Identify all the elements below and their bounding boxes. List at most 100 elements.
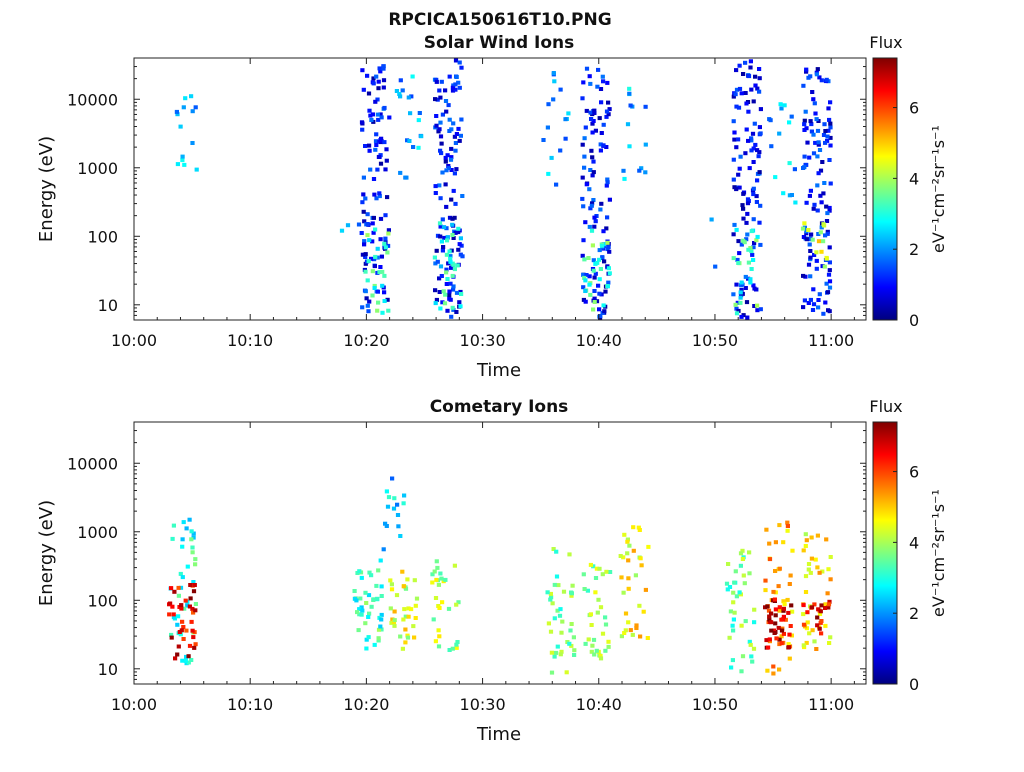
- spectrogram-pixel: [583, 299, 588, 304]
- spectrogram-pixel: [552, 582, 557, 587]
- spectrogram-pixel: [782, 602, 787, 607]
- spectrogram-pixel: [382, 273, 387, 278]
- spectrogram-pixel: [454, 132, 459, 136]
- spectrogram-pixel: [588, 206, 593, 211]
- spectrogram-pixel: [379, 584, 384, 589]
- spectrogram-pixel: [630, 632, 635, 637]
- spectrogram-pixel: [591, 198, 596, 202]
- spectrogram-pixel: [372, 264, 377, 269]
- spectrogram-pixel: [453, 230, 458, 235]
- spectrogram-pixel: [444, 282, 449, 286]
- spectrogram-pixel: [445, 235, 450, 240]
- spectrogram-pixel: [190, 545, 195, 550]
- spectrogram-pixel: [546, 621, 551, 626]
- spectrogram-pixel: [804, 237, 809, 242]
- spectrogram-pixel: [187, 517, 192, 522]
- spectrogram-pixel: [385, 250, 390, 255]
- spectrogram-pixel: [385, 297, 390, 302]
- spectrogram-pixel: [371, 215, 376, 220]
- spectrogram-pixel: [804, 69, 809, 74]
- spectrogram-pixel: [777, 131, 782, 136]
- spectrogram-pixel: [735, 300, 740, 305]
- spectrogram-pixel: [826, 605, 831, 610]
- spectrogram-pixel: [354, 598, 359, 603]
- spectrogram-pixel: [758, 131, 763, 136]
- spectrogram-pixel: [169, 635, 174, 640]
- spectrogram-pixel: [437, 606, 442, 610]
- spectrogram-pixel: [392, 609, 397, 614]
- spectrogram-pixel: [643, 104, 648, 109]
- spectrogram-pixel: [378, 69, 383, 74]
- spectrogram-pixel: [625, 551, 630, 556]
- spectrogram-pixel: [555, 608, 560, 613]
- spectrogram-pixel: [603, 622, 609, 627]
- spectrogram-pixel: [590, 130, 595, 135]
- spectrogram-pixel: [787, 161, 792, 166]
- spectrogram-pixel: [605, 180, 610, 185]
- spectrogram-pixel: [734, 68, 739, 73]
- spectrogram-pixel: [434, 577, 439, 582]
- spectrogram-pixel: [180, 575, 185, 580]
- spectrogram-pixel: [376, 636, 381, 641]
- x-tick-label: 11:00: [808, 331, 854, 350]
- spectrogram-pixel: [776, 584, 781, 589]
- spectrogram-pixel: [548, 597, 553, 602]
- spectrogram-pixel: [800, 226, 806, 231]
- spectrogram-pixel: [801, 83, 806, 88]
- spectrogram-pixel: [406, 95, 411, 100]
- spectrogram-pixel: [345, 223, 351, 228]
- spectrogram-pixel: [802, 221, 807, 226]
- spectrogram-pixel: [455, 640, 460, 644]
- spectrogram-pixel: [584, 182, 589, 187]
- spectrogram-pixel: [817, 626, 822, 631]
- spectrogram-pixel: [438, 306, 443, 311]
- spectrogram-pixel: [384, 158, 389, 163]
- spectrogram-pixel: [373, 227, 378, 232]
- spectrogram-pixel: [377, 194, 382, 199]
- spectrogram-pixel: [188, 583, 193, 587]
- spectrogram-pixel: [789, 603, 794, 608]
- spectrogram-pixel: [456, 126, 461, 131]
- spectrogram-pixel: [178, 632, 183, 637]
- spectrogram-pixel: [745, 201, 751, 206]
- spectrogram-pixel: [457, 60, 462, 65]
- spectrogram-pixel: [806, 262, 812, 267]
- spectrogram-pixel: [584, 108, 589, 113]
- spectrogram-pixel: [171, 615, 176, 620]
- spectrogram-pixel: [598, 605, 604, 610]
- spectrogram-pixel: [747, 166, 752, 171]
- spectrogram-pixel: [440, 170, 445, 175]
- spectrogram-pixel: [626, 576, 631, 581]
- spectrogram-pixel: [457, 300, 462, 305]
- spectrogram-pixel: [809, 556, 814, 561]
- spectrogram-pixel: [549, 155, 554, 160]
- spectrogram-pixel: [801, 643, 806, 648]
- spectrogram-pixel: [765, 604, 770, 609]
- spectrogram-pixel: [168, 601, 173, 606]
- spectrogram-pixel: [361, 87, 366, 92]
- spectrogram-pixel: [751, 283, 756, 288]
- spectrogram-pixel: [403, 586, 409, 591]
- spectrogram-pixel: [740, 291, 745, 296]
- spectrogram-pixel: [184, 661, 189, 666]
- spectrogram-pixel: [825, 134, 830, 139]
- spectrogram-pixel: [743, 286, 748, 290]
- spectrogram-pixel: [592, 215, 597, 220]
- spectrogram-pixel: [453, 148, 458, 153]
- spectrogram-pixel: [623, 628, 628, 633]
- spectrogram-pixel: [457, 242, 462, 247]
- spectrogram-pixel: [357, 569, 362, 574]
- spectrogram-pixel: [568, 628, 573, 633]
- spectrogram-pixel: [389, 620, 394, 625]
- y-axis-label: Energy (eV): [36, 136, 57, 242]
- spectrogram-pixel: [646, 544, 651, 549]
- spectrogram-pixel: [599, 100, 604, 105]
- spectrogram-pixel: [435, 233, 441, 238]
- spectrogram-pixel: [807, 242, 812, 247]
- spectrogram-pixel: [360, 127, 365, 132]
- spectrogram-pixel: [410, 74, 415, 79]
- spectrogram-pixel: [405, 635, 411, 640]
- spectrogram-pixel: [558, 607, 563, 612]
- spectrogram-pixel: [815, 615, 820, 620]
- spectrogram-pixel: [378, 558, 383, 563]
